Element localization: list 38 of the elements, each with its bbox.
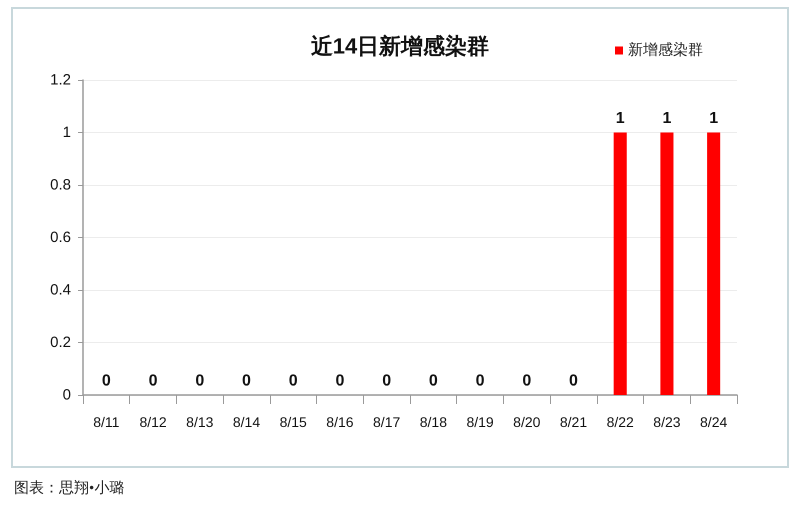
x-tick-label: 8/19	[466, 414, 494, 430]
data-label: 0	[335, 372, 344, 390]
y-tick-label: 0.2	[50, 334, 71, 351]
x-tick-label: 8/24	[700, 414, 728, 430]
data-label: 0	[148, 372, 158, 390]
data-label: 0	[195, 372, 204, 390]
data-label: 0	[428, 372, 438, 390]
x-tick-label: 8/15	[280, 414, 308, 430]
x-tick-label: 8/12	[139, 414, 167, 430]
data-label: 0	[382, 372, 392, 390]
y-tick-label: 0.4	[50, 282, 71, 298]
x-tick-label: 8/18	[420, 414, 448, 430]
y-tick-label: 0.8	[50, 176, 71, 194]
data-label: 0	[522, 372, 532, 390]
x-tick-label: 8/20	[513, 414, 541, 430]
data-label: 1	[662, 110, 672, 127]
data-label: 0	[288, 372, 298, 390]
x-tick-label: 8/11	[93, 414, 120, 430]
x-tick-label: 8/23	[653, 414, 681, 430]
x-tick-label: 8/22	[606, 414, 634, 430]
y-tick-label: 1.2	[50, 72, 71, 88]
legend-label: 新增感染群	[628, 42, 703, 58]
data-label: 1	[616, 110, 625, 127]
y-tick-label: 0	[62, 386, 71, 404]
x-tick-label: 8/13	[186, 414, 214, 430]
x-tick-label: 8/21	[560, 414, 588, 430]
x-tick-label: 8/14	[232, 414, 260, 430]
text: 图表：思翔•小璐	[14, 480, 124, 496]
x-tick-label: 8/17	[373, 414, 400, 430]
data-label: 0	[102, 372, 111, 390]
chart-title: 近14日新增感染群	[310, 34, 490, 58]
data-label: 0	[242, 372, 252, 390]
y-tick-label: 1	[62, 124, 71, 141]
data-label: 1	[709, 110, 718, 127]
x-tick-label: 8/16	[326, 414, 354, 430]
y-tick-label: 0.6	[50, 229, 71, 246]
data-label: 0	[569, 372, 578, 390]
data-label: 0	[476, 372, 485, 390]
